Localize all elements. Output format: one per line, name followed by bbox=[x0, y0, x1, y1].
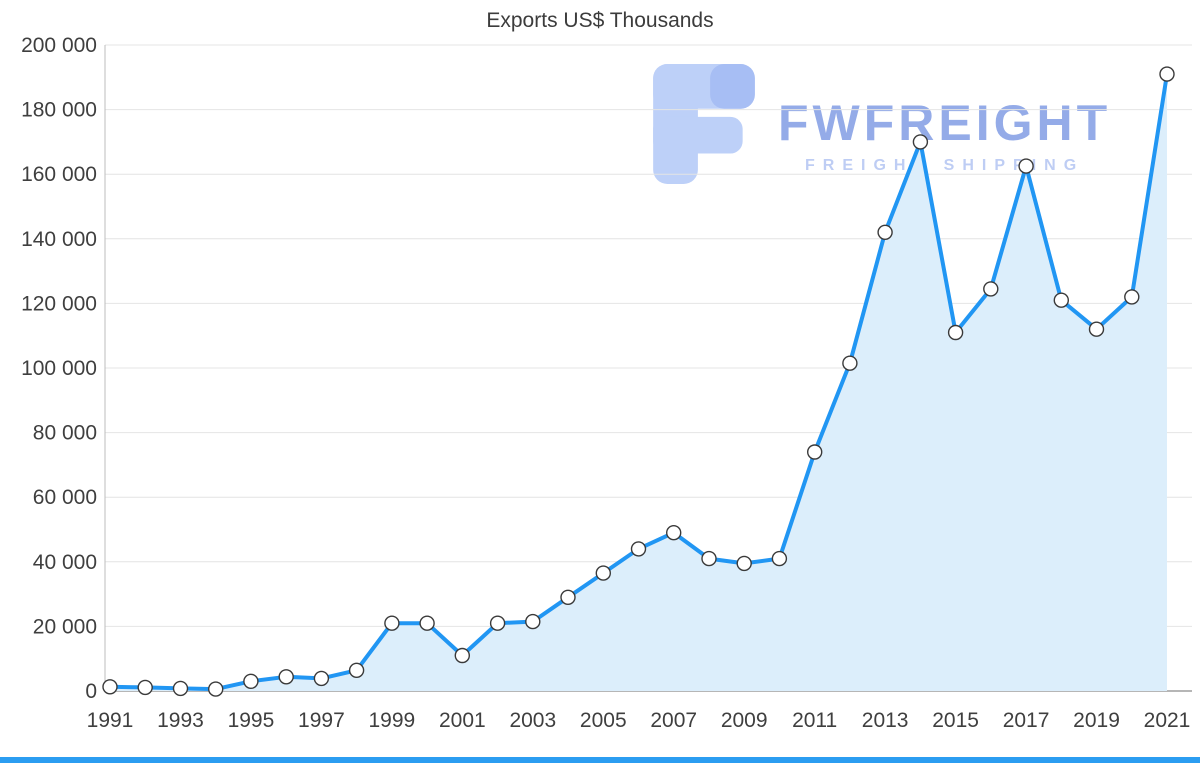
data-point-2000[interactable] bbox=[419, 615, 435, 631]
y-axis-label: 200 000 bbox=[21, 34, 97, 57]
x-axis-label: 1993 bbox=[157, 709, 204, 732]
y-axis-label: 180 000 bbox=[21, 99, 97, 122]
data-point-2006[interactable] bbox=[630, 541, 647, 557]
y-axis-label: 160 000 bbox=[21, 163, 97, 186]
x-axis-label: 2015 bbox=[932, 709, 979, 732]
data-point-2021[interactable] bbox=[1159, 66, 1175, 82]
y-axis-label: 80 000 bbox=[33, 422, 97, 445]
y-axis-label: 20 000 bbox=[33, 615, 97, 638]
x-axis-label: 2017 bbox=[1003, 709, 1050, 732]
data-point-2004[interactable] bbox=[560, 589, 576, 605]
data-point-2017[interactable] bbox=[1018, 158, 1034, 174]
y-axis-label: 40 000 bbox=[33, 551, 97, 574]
y-axis-label: 100 000 bbox=[21, 357, 97, 380]
data-point-2020[interactable] bbox=[1124, 289, 1140, 305]
data-point-2014[interactable] bbox=[912, 134, 929, 150]
data-point-1995[interactable] bbox=[243, 673, 259, 689]
watermark: FWFREIGHT FREIGHT SHIPPING bbox=[648, 64, 1111, 184]
x-axis-label: 2001 bbox=[439, 709, 486, 732]
x-axis-label: 1991 bbox=[87, 709, 134, 732]
x-axis-label: 2013 bbox=[862, 709, 909, 732]
y-axis-label: 140 000 bbox=[21, 228, 97, 251]
data-point-2013[interactable] bbox=[877, 224, 893, 241]
x-axis-label: 2009 bbox=[721, 709, 768, 732]
data-point-1998[interactable] bbox=[348, 662, 365, 678]
data-point-2001[interactable] bbox=[454, 647, 470, 664]
x-axis-label: 2019 bbox=[1073, 709, 1120, 732]
watermark-brand: FWFREIGHT bbox=[778, 95, 1112, 151]
data-point-2018[interactable] bbox=[1053, 292, 1070, 308]
chart-title: Exports US$ Thousands bbox=[486, 9, 714, 32]
y-axis-label: 120 000 bbox=[21, 292, 97, 315]
y-axis-label: 0 bbox=[85, 680, 97, 703]
bottom-accent-bar bbox=[0, 757, 1200, 763]
x-axis-label: 1997 bbox=[298, 709, 345, 732]
data-point-2002[interactable] bbox=[489, 615, 506, 631]
data-point-1999[interactable] bbox=[384, 615, 400, 631]
data-point-1997[interactable] bbox=[313, 670, 330, 687]
x-axis-label: 2005 bbox=[580, 709, 627, 732]
watermark-subtitle: FREIGHT SHIPPING bbox=[805, 157, 1085, 174]
area-fill bbox=[110, 74, 1167, 692]
data-point-1993[interactable] bbox=[172, 680, 189, 697]
x-axis-label: 2011 bbox=[792, 709, 837, 732]
watermark-text: FWFREIGHT FREIGHT SHIPPING bbox=[778, 64, 1111, 184]
data-point-2019[interactable] bbox=[1088, 321, 1105, 337]
data-point-1996[interactable] bbox=[278, 669, 294, 685]
x-axis-label: 1999 bbox=[369, 709, 416, 732]
x-axis-label: 2007 bbox=[650, 709, 697, 732]
data-point-2010[interactable] bbox=[771, 550, 788, 567]
x-axis-label: 2021 bbox=[1144, 709, 1191, 732]
data-point-2008[interactable] bbox=[701, 550, 717, 567]
data-point-2009[interactable] bbox=[736, 555, 752, 572]
x-axis-label: 2003 bbox=[509, 709, 556, 732]
x-axis-label: 1995 bbox=[228, 709, 275, 732]
data-point-2003[interactable] bbox=[525, 613, 541, 630]
fwfreight-logo-icon bbox=[653, 64, 755, 184]
y-axis-label: 60 000 bbox=[33, 486, 97, 509]
data-point-1992[interactable] bbox=[137, 679, 153, 696]
data-point-2015[interactable] bbox=[947, 324, 964, 341]
data-point-2007[interactable] bbox=[666, 525, 682, 541]
data-point-1994[interactable] bbox=[207, 681, 224, 697]
data-point-2016[interactable] bbox=[983, 281, 999, 297]
data-point-2005[interactable] bbox=[595, 565, 611, 581]
data-point-2012[interactable] bbox=[842, 355, 858, 371]
data-point-1991[interactable] bbox=[102, 679, 118, 695]
data-point-2011[interactable] bbox=[807, 444, 823, 460]
